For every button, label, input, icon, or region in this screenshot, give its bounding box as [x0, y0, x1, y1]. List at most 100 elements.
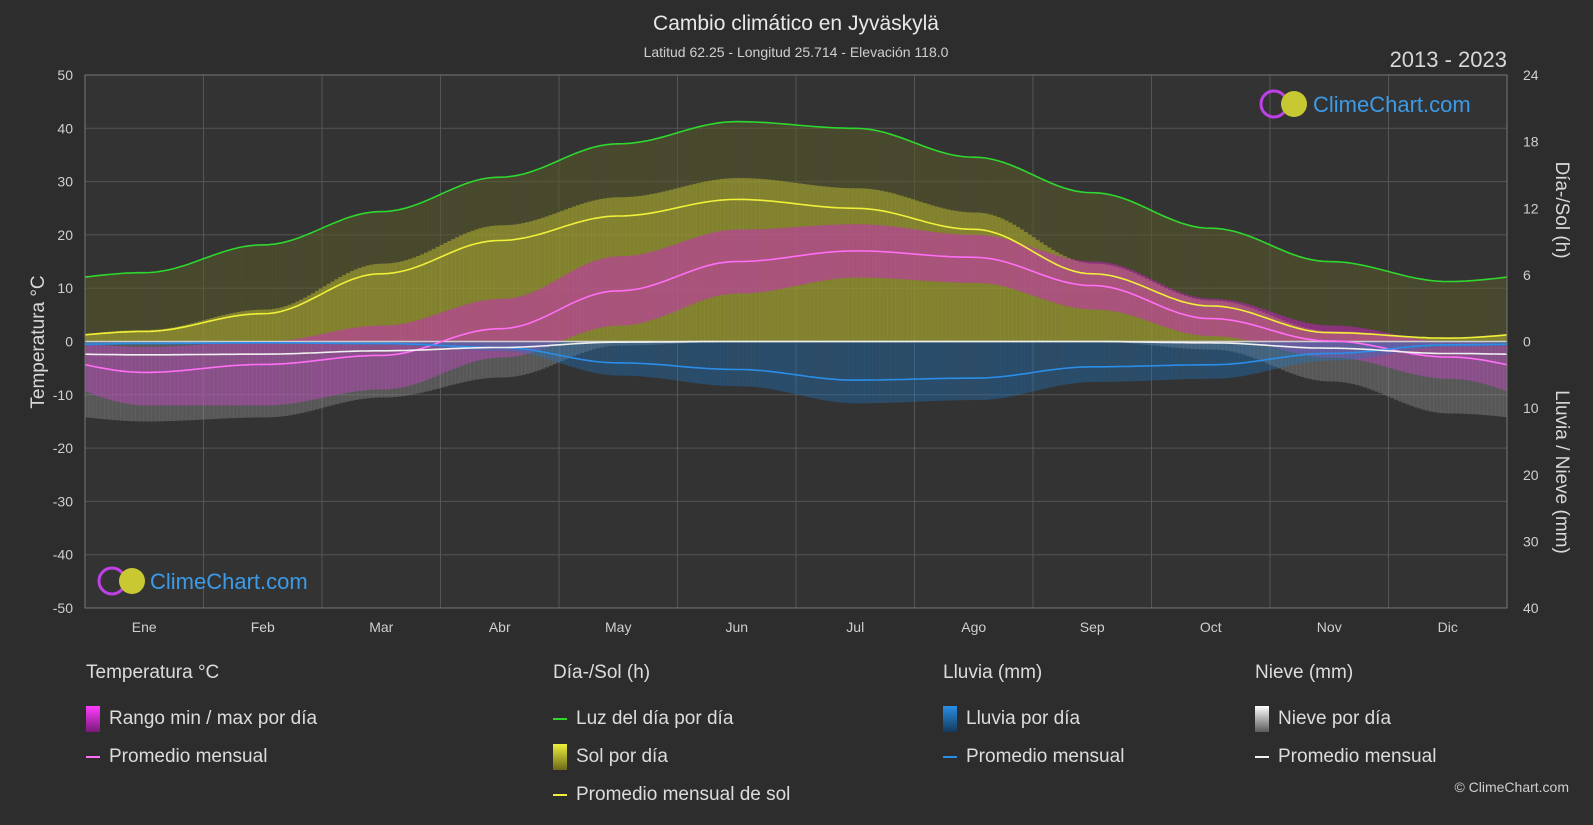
daylight-bar: [505, 176, 510, 342]
rain-bar: [938, 341, 943, 401]
sunshine-bar: [462, 233, 468, 342]
sunshine-bar: [1125, 270, 1130, 342]
rain-bar: [1074, 341, 1079, 383]
sunshine-bar: [408, 258, 413, 342]
sunshine-bar: [497, 225, 503, 342]
snow-bar: [217, 341, 222, 419]
temp-range-bar: [1468, 341, 1473, 381]
sunshine-bar: [1374, 333, 1379, 342]
temp-range-bar: [307, 336, 312, 401]
daylight-bar: [283, 242, 288, 342]
temp-range-bar: [1417, 339, 1422, 376]
sunshine-bar: [642, 195, 647, 342]
sunshine-bar: [217, 316, 222, 342]
snow-bar: [1394, 341, 1399, 400]
daylight-bar: [883, 132, 888, 342]
snow-bar: [225, 341, 230, 419]
temp-range-bar: [131, 346, 136, 405]
sunshine-bar: [127, 330, 133, 342]
daylight-bar: [517, 175, 522, 342]
legend-label: Nieve por día: [1278, 708, 1392, 729]
daylight-bar: [205, 257, 210, 342]
daylight-bar: [404, 208, 409, 342]
snow-bar: [661, 341, 666, 345]
temp-range-bar: [108, 345, 113, 400]
snow-bar: [201, 341, 207, 420]
rain-bar: [879, 341, 884, 404]
sunshine-bar: [1187, 297, 1192, 342]
sunshine-bar: [1086, 263, 1091, 342]
rain-bar: [786, 341, 791, 393]
daylight-bar: [1273, 246, 1278, 342]
daylight-bar: [575, 153, 581, 342]
left-tick-label: -20: [53, 440, 73, 456]
daylight-bar: [236, 248, 242, 342]
daylight-bar: [782, 123, 787, 342]
temp-range-bar: [384, 325, 390, 390]
sunshine-bar: [1152, 282, 1157, 342]
sunshine-bar: [182, 325, 187, 342]
legend-swatch: [553, 794, 567, 796]
temp-range-bar: [303, 337, 308, 402]
sunshine-bar: [307, 295, 312, 342]
rain-bar: [914, 341, 920, 402]
daylight-bar: [513, 176, 518, 342]
rain-bar: [529, 341, 534, 355]
daylight-bar: [1242, 233, 1247, 342]
daylight-bar: [1370, 266, 1375, 342]
daylight-bar: [731, 121, 736, 342]
daylight-bar: [957, 155, 962, 342]
sunshine-bar: [868, 188, 873, 342]
snow-bar: [1378, 341, 1383, 394]
daylight-bar: [451, 189, 456, 342]
sunshine-bar: [1261, 312, 1266, 342]
temp-range-bar: [314, 335, 320, 399]
sunshine-bar: [692, 183, 697, 342]
rain-bar: [1027, 341, 1033, 393]
temp-range-bar: [1129, 269, 1134, 316]
rain-bar: [1031, 341, 1036, 392]
daylight-bar: [844, 128, 849, 342]
rain-bar: [903, 341, 908, 403]
temp-range-bar: [1440, 341, 1445, 379]
legend-item: Promedio mensual: [943, 738, 1124, 776]
sunshine-bar: [836, 187, 842, 342]
sunshine-bar: [1503, 334, 1508, 342]
snow-bar: [159, 341, 164, 422]
sunshine-bar: [583, 202, 588, 342]
temp-range-bar: [147, 346, 152, 406]
daylight-line: [84, 120, 1508, 283]
snow-bar: [162, 341, 168, 422]
daylight-bar: [571, 154, 577, 342]
daylight-bar: [346, 218, 351, 342]
daylight-bar: [159, 271, 164, 342]
snow-bar: [131, 341, 136, 422]
daylight-bar: [700, 126, 705, 342]
temp-range-bar: [381, 325, 386, 390]
sunshine-bar: [1031, 237, 1036, 342]
snow-bar: [120, 341, 125, 421]
sunshine-bar: [505, 225, 510, 342]
snow-bar: [1456, 341, 1461, 414]
sunshine-bar: [1218, 300, 1223, 342]
daylight-bar: [1316, 260, 1321, 342]
rain-bar: [1378, 341, 1383, 356]
sunshine-bar: [871, 189, 877, 342]
sunshine-bar: [844, 188, 849, 342]
sunshine-bar: [992, 215, 997, 342]
snow-bar: [322, 341, 327, 408]
sunshine-bar: [342, 274, 347, 342]
rain-bar: [1304, 341, 1309, 363]
snow-bar: [1319, 341, 1325, 381]
month-tick-label: Nov: [1317, 619, 1342, 635]
rain-bar: [1277, 341, 1282, 369]
daylight-bar: [1140, 205, 1145, 342]
temp-range-bar: [973, 234, 978, 283]
legend-heading: Nieve (mm): [1255, 662, 1354, 683]
sunshine-bar: [1097, 263, 1103, 342]
daylight-bar: [1214, 228, 1220, 342]
sunshine-bar: [369, 264, 374, 342]
snow-bar: [155, 341, 160, 422]
sunshine-bar: [1296, 325, 1301, 342]
temp-range-bar: [318, 334, 323, 399]
